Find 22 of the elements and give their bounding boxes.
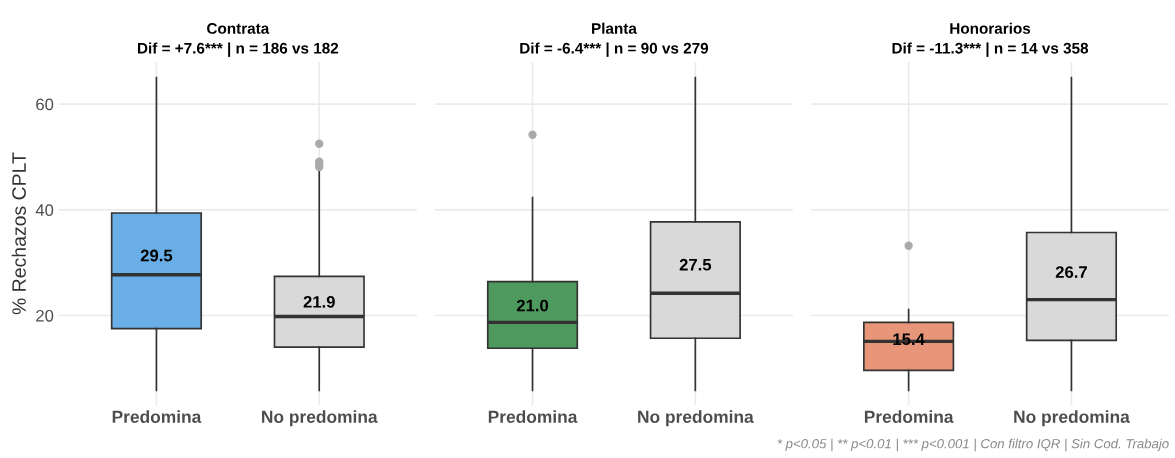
x-tick-label: Predomina: [112, 410, 202, 423]
y-tick-label: 40: [35, 204, 54, 216]
chart-title: Honorarios: [950, 22, 1031, 34]
x-tick-label: No predomina: [1014, 410, 1130, 427]
chart-subtitle: Dif = -6.4*** | n = 90 vs 279: [520, 42, 709, 57]
y-tick-label: 60: [36, 98, 54, 111]
text: * p<0.05 | ** p<0.01 | *** p<0.001 | Con filtro IQR | Sin Cod. Trabajo: [777, 438, 1169, 452]
chart-title: Contrata: [207, 23, 270, 34]
chart-title: Planta: [592, 22, 637, 34]
text: 27.5: [679, 258, 712, 271]
x-tick-label: No predomina: [262, 410, 378, 427]
text: 21.9: [303, 295, 335, 308]
x-tick-label: No predomina: [638, 410, 754, 427]
text: 21.0: [516, 299, 549, 312]
y-tick-label: 20: [36, 309, 54, 322]
text: 26.7: [1055, 266, 1087, 278]
chart-subtitle: Dif = -11.3*** | n = 14 vs 358: [892, 42, 1089, 57]
text: 29.5: [140, 249, 173, 262]
y-axis-title: % Rechazos CPLT: [11, 152, 26, 315]
x-tick-label: Predomina: [864, 410, 954, 423]
chart-subtitle: Dif = +7.6*** | n = 186 vs 182: [138, 42, 339, 57]
x-tick-label: Predomina: [488, 410, 578, 423]
